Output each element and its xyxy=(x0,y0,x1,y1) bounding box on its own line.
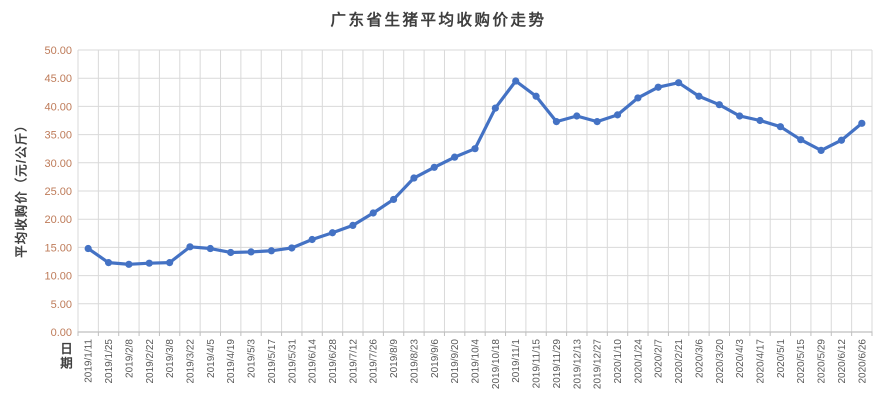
x-tick-label: 2019/7/26 xyxy=(369,339,380,384)
y-tick-label: 25.00 xyxy=(44,186,72,198)
x-tick-label: 2020/2/7 xyxy=(654,339,665,378)
price-line xyxy=(86,79,864,266)
data-point-marker xyxy=(145,259,153,267)
y-tick-label: 40.00 xyxy=(44,101,72,113)
x-tick-label: 2019/8/9 xyxy=(389,339,400,378)
data-point-marker xyxy=(736,112,744,120)
x-axis-title: 日期 xyxy=(58,342,72,371)
chart-title: 广东省生猪平均收购价走势 xyxy=(330,12,547,29)
y-tick-label: 5.00 xyxy=(51,299,72,311)
x-tick-label: 2019/1/25 xyxy=(104,339,115,384)
data-point-marker xyxy=(349,221,357,230)
x-tick-label: 2019/10/4 xyxy=(471,339,482,384)
x-tick-label: 2019/3/8 xyxy=(165,339,176,378)
x-tick-label: 2020/5/15 xyxy=(796,339,807,384)
x-tick-label: 2020/2/21 xyxy=(674,339,685,384)
data-point-marker xyxy=(817,146,825,154)
data-point-marker xyxy=(389,195,398,204)
data-point-marker xyxy=(532,92,540,100)
data-point-marker xyxy=(104,259,113,267)
data-point-marker xyxy=(512,77,520,85)
x-tick-label: 2019/2/22 xyxy=(145,339,156,384)
x-tick-label: 2020/1/10 xyxy=(613,339,624,384)
data-point-marker xyxy=(328,229,337,237)
y-tick-label: 10.00 xyxy=(44,271,72,283)
data-point-marker xyxy=(84,244,92,253)
y-tick-label: 0.00 xyxy=(51,327,72,339)
x-tick-label: 2019/11/1 xyxy=(511,339,522,383)
data-point-marker xyxy=(776,123,784,131)
x-tick-label: 2020/3/20 xyxy=(715,339,726,384)
x-tick-label: 2019/1/11 xyxy=(84,339,95,383)
data-point-marker xyxy=(410,174,418,182)
x-tick-label: 2020/1/24 xyxy=(633,339,644,384)
y-tick-label: 20.00 xyxy=(44,214,72,226)
data-point-marker xyxy=(674,79,683,87)
x-tick-label: 2020/3/6 xyxy=(694,339,705,378)
y-tick-label: 15.00 xyxy=(44,242,72,254)
data-point-marker xyxy=(613,111,622,119)
x-tick-label: 2019/4/19 xyxy=(226,339,237,384)
x-tick-label: 2020/6/26 xyxy=(857,339,868,384)
x-tick-label: 2019/10/18 xyxy=(491,339,502,389)
data-point-marker xyxy=(267,247,276,255)
y-tick-label: 45.00 xyxy=(44,73,72,85)
data-point-marker xyxy=(451,153,459,161)
data-point-marker xyxy=(227,248,235,257)
x-tick-label: 2019/9/6 xyxy=(430,339,441,378)
y-tick-label: 35.00 xyxy=(44,130,72,142)
x-tick-label: 2019/4/5 xyxy=(206,339,217,378)
data-point-marker xyxy=(125,260,133,268)
data-point-marker xyxy=(756,116,764,125)
y-tick-label: 30.00 xyxy=(44,158,72,170)
data-point-marker xyxy=(552,118,561,126)
x-tick-label: 2019/5/3 xyxy=(247,339,258,378)
x-tick-label: 2019/5/31 xyxy=(287,339,298,384)
data-point-marker xyxy=(634,94,642,102)
data-point-marker xyxy=(491,104,499,112)
data-point-marker xyxy=(695,92,703,100)
data-point-marker xyxy=(715,101,723,109)
data-point-marker xyxy=(593,118,601,126)
x-tick-label: 2019/12/13 xyxy=(572,339,583,389)
x-tick-label: 2020/4/17 xyxy=(756,339,767,384)
data-point-marker xyxy=(247,248,255,256)
data-point-marker xyxy=(430,163,438,171)
x-tick-label: 2019/8/23 xyxy=(409,339,420,384)
x-tick-label: 2020/6/12 xyxy=(837,339,848,384)
data-point-marker xyxy=(837,136,846,144)
x-tick-label: 2019/2/8 xyxy=(124,339,135,378)
x-tick-label: 2019/7/12 xyxy=(348,339,359,384)
data-point-marker xyxy=(166,259,174,267)
x-tick-label: 2020/5/29 xyxy=(817,339,828,384)
data-point-marker xyxy=(471,145,479,153)
x-tick-label: 2019/6/14 xyxy=(308,339,319,384)
x-tick-label: 2020/4/3 xyxy=(735,339,746,378)
x-tick-label: 2019/11/15 xyxy=(532,339,543,389)
x-tick-label: 2019/3/22 xyxy=(185,339,196,384)
x-tick-label: 2019/11/29 xyxy=(552,339,563,389)
data-point-marker xyxy=(206,244,214,253)
data-point-marker xyxy=(797,136,805,144)
data-point-marker xyxy=(288,244,296,252)
x-tick-label: 2019/9/20 xyxy=(450,339,461,384)
x-tick-label: 2020/5/1 xyxy=(776,339,787,378)
data-point-marker xyxy=(654,83,662,91)
x-tick-label: 2019/6/28 xyxy=(328,339,339,384)
x-tick-label: 2019/5/17 xyxy=(267,339,278,384)
data-point-marker xyxy=(858,119,866,127)
y-tick-label: 50.00 xyxy=(44,45,72,57)
x-tick-label: 2019/12/27 xyxy=(593,339,604,389)
data-point-marker xyxy=(308,235,316,244)
data-point-marker xyxy=(186,243,194,251)
data-point-marker xyxy=(573,112,581,120)
data-point-marker xyxy=(369,209,377,217)
